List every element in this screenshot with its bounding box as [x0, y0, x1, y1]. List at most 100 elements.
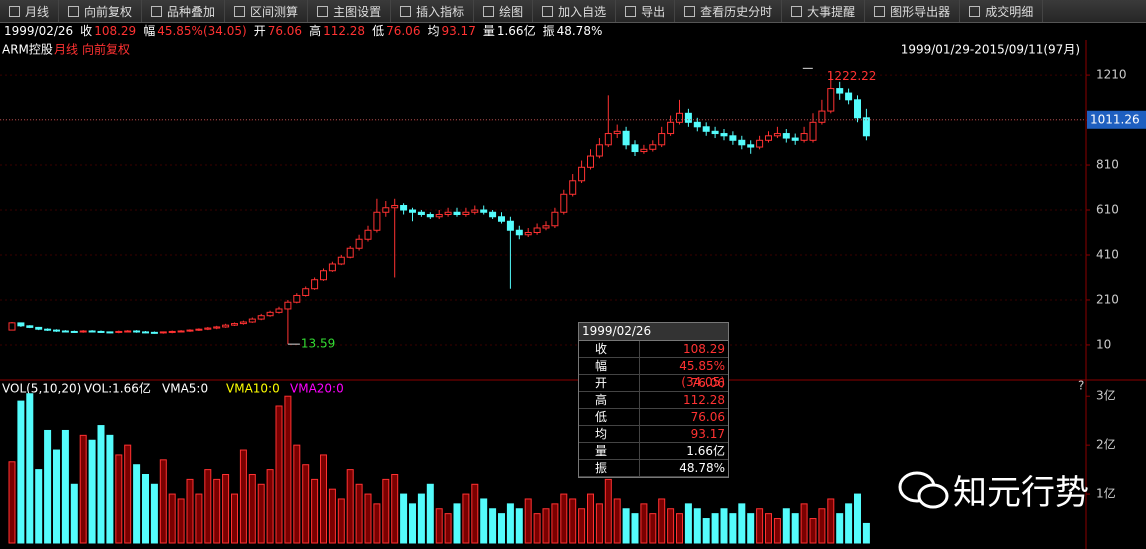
toolbar-icon [234, 5, 246, 17]
candle-body [35, 326, 43, 330]
tooltip-value: 76.06 [690, 410, 725, 424]
candle-body [320, 270, 327, 281]
volume-bar [320, 454, 327, 544]
volume-bar [498, 513, 505, 544]
toolbar-button[interactable]: 大事提醒 [782, 0, 866, 22]
candle-body [845, 92, 853, 101]
candle-body [471, 209, 479, 213]
candle-body [818, 110, 826, 123]
volume-bar [150, 483, 158, 544]
info-value: 112.28 [323, 24, 366, 38]
candle-body [97, 330, 105, 333]
info-label: 开 [253, 24, 266, 38]
toolbar-button[interactable]: 绘图 [474, 0, 534, 22]
toolbar-icon [151, 5, 163, 17]
candle-body [302, 288, 310, 296]
volume-bar [302, 464, 310, 544]
y-tick-label: 3亿 [1096, 388, 1116, 403]
volume-bar [284, 395, 292, 544]
candle-body [444, 211, 452, 216]
candle-body [346, 247, 354, 258]
watermark: 知元行势 [895, 465, 1089, 514]
candle-body [782, 133, 790, 139]
toolbar-button[interactable]: 查看历史分时 [675, 0, 783, 22]
toolbar-label: 大事提醒 [807, 4, 856, 19]
toolbar-button[interactable]: 区间测算 [225, 0, 309, 22]
candle-body [595, 144, 603, 157]
volume-bar [765, 513, 772, 544]
volume-bar [257, 483, 265, 544]
candle-body [275, 308, 283, 313]
volume-bar [53, 449, 60, 544]
volume-bar [480, 498, 488, 544]
info-bar: 1999/02/26 收 108.29 幅 45.85%(34.05) 开 76.06 高 11… [0, 22, 1146, 40]
toolbar-button[interactable]: 加入自选 [533, 0, 617, 22]
volume-bar [729, 513, 737, 544]
candle-body [667, 121, 675, 135]
candle-body [382, 207, 390, 213]
volume-bar [328, 488, 336, 544]
current-price-box [1087, 110, 1146, 129]
vol-legend: VOL:1.66亿 [84, 381, 151, 396]
volume-bar [631, 513, 639, 544]
candle-body [186, 329, 194, 332]
candle-body [426, 214, 434, 218]
toolbar-button[interactable]: 图形导出器 [865, 0, 961, 22]
tooltip-label: 均 [579, 426, 640, 442]
candle-body [854, 99, 861, 119]
candle-body [115, 330, 123, 333]
candle-body [649, 144, 657, 150]
toolbar-label: 区间测算 [250, 4, 299, 19]
candle-body [631, 144, 639, 153]
volume-bar [738, 503, 746, 544]
volume-bar [44, 429, 52, 544]
candle-body [293, 294, 301, 303]
volume-bar [70, 483, 78, 544]
info-label: 收 [80, 24, 93, 38]
wechat-icon [898, 471, 949, 508]
volume-bar [337, 498, 345, 544]
toolbar-icon [874, 5, 886, 17]
tooltip-label: 量 [579, 443, 640, 459]
candle-body [773, 133, 781, 137]
toolbar-button[interactable]: 月线 [0, 0, 60, 22]
toolbar-button[interactable]: 向前复权 [59, 0, 143, 22]
candle-body [204, 327, 212, 330]
candle-body [676, 112, 683, 123]
toolbar-icon [684, 5, 696, 17]
volume-bar [711, 513, 719, 544]
volume-bar [818, 508, 826, 544]
y-tick-label: 2亿 [1096, 437, 1116, 452]
toolbar-label: 品种叠加 [167, 4, 216, 19]
candle-body [239, 321, 247, 325]
volume-bar [622, 508, 630, 544]
toolbar-label: 月线 [25, 4, 50, 19]
volume-bar [400, 493, 408, 544]
volume-bar [79, 434, 87, 544]
candle-body [409, 209, 416, 213]
candle-body [248, 318, 256, 323]
max-label: 1222.22 [827, 69, 877, 83]
tooltip-row: 量 1.66亿 [579, 443, 728, 460]
toolbar-button[interactable]: 主图设置 [308, 0, 392, 22]
toolbar-button[interactable]: 成交明细 [960, 0, 1044, 22]
volume-bar [506, 503, 514, 544]
tooltip-value: 76.06 [690, 376, 725, 390]
candle-body [506, 220, 514, 231]
candle-body [587, 155, 594, 168]
candle-body [720, 133, 728, 137]
volume-bar [613, 498, 621, 544]
toolbar-button[interactable]: 插入指标 [391, 0, 475, 22]
tooltip-value: 1.66亿 [686, 444, 725, 458]
info-value: 48.78% [556, 24, 603, 38]
toolbar-button[interactable]: 导出 [616, 0, 676, 22]
info-label: 均 [427, 24, 440, 38]
candle-body [417, 211, 425, 216]
volume-bar [391, 473, 399, 544]
candle-body [133, 330, 141, 333]
volume-bar [578, 508, 586, 544]
min-label: 13.59 [301, 337, 335, 351]
volume-bar [97, 425, 105, 544]
toolbar-button[interactable]: 品种叠加 [142, 0, 226, 22]
info-label: 高 [309, 24, 322, 38]
